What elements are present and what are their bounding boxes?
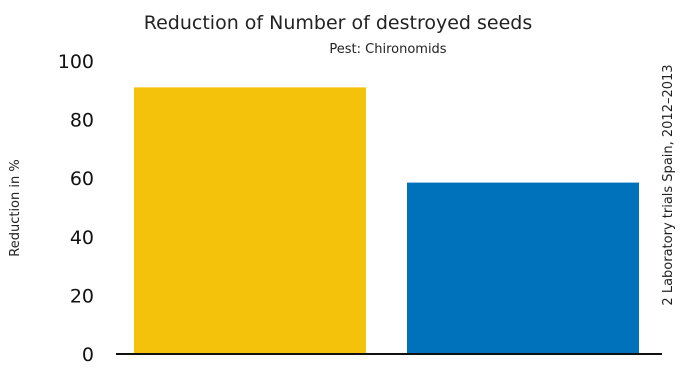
y-axis-label: Reduction in % (8, 159, 23, 256)
chart-subtitle: Pest: Chironomids (329, 42, 446, 57)
y-tick-label: 80 (70, 110, 94, 132)
y-axis-ticks: 0 20 40 60 80 100 (58, 51, 94, 366)
bars (134, 87, 639, 355)
trial-note: 2 Laboratory trials Spain, 2012–2013 (661, 64, 676, 305)
y-tick-label: 40 (70, 227, 94, 249)
y-tick-label: 100 (58, 51, 94, 73)
y-tick-label: 0 (82, 344, 94, 366)
bar-2 (407, 182, 639, 354)
bar-1 (134, 87, 366, 355)
chart-title: Reduction of Number of destroyed seeds (144, 12, 532, 34)
y-tick-label: 20 (70, 285, 94, 307)
y-tick-label: 60 (70, 168, 94, 190)
